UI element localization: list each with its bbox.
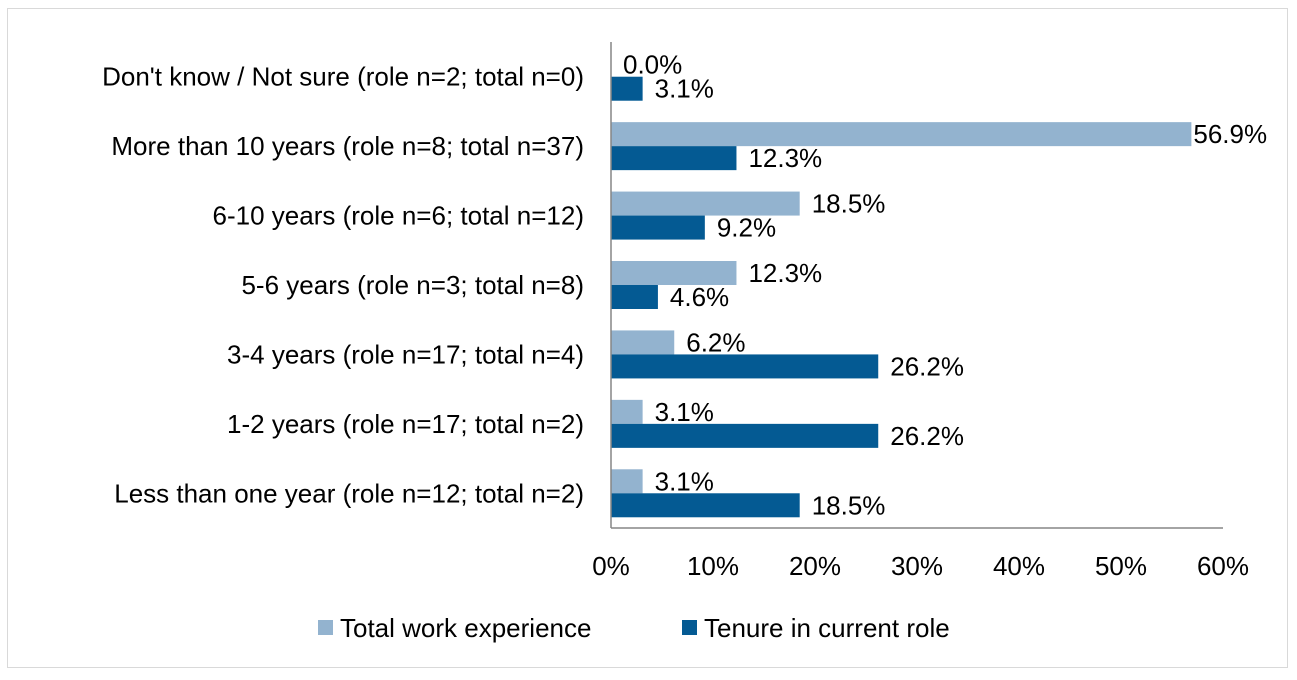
legend-swatch bbox=[682, 620, 697, 635]
bar-total-work-experience bbox=[611, 469, 643, 494]
bar-tenure-in-current-role bbox=[611, 146, 737, 171]
data-label: 9.2% bbox=[717, 213, 776, 243]
legend-label: Tenure in current role bbox=[704, 613, 950, 643]
data-label: 18.5% bbox=[812, 490, 886, 520]
category-label: 3-4 years (role n=17; total n=4) bbox=[227, 339, 584, 369]
legend-swatch bbox=[318, 620, 333, 635]
axis-layer: Don't know / Not sure (role n=2; total n… bbox=[102, 42, 1249, 581]
data-label: 12.3% bbox=[748, 143, 822, 173]
bar-total-work-experience bbox=[611, 330, 675, 355]
bar-total-work-experience bbox=[611, 122, 1192, 147]
bar-total-work-experience bbox=[611, 261, 737, 285]
category-label: Don't know / Not sure (role n=2; total n… bbox=[102, 62, 584, 92]
bar-tenure-in-current-role bbox=[611, 215, 705, 240]
x-tick-label: 60% bbox=[1197, 551, 1249, 581]
x-tick-label: 10% bbox=[687, 551, 739, 581]
x-tick-label: 0% bbox=[592, 551, 630, 581]
bar-tenure-in-current-role bbox=[611, 285, 658, 309]
bar-tenure-in-current-role bbox=[611, 76, 643, 101]
data-label: 3.1% bbox=[655, 466, 714, 496]
bars-layer: 0.0%3.1%56.9%12.3%18.5%9.2%12.3%4.6%6.2%… bbox=[611, 50, 1267, 520]
bar-total-work-experience bbox=[611, 399, 643, 424]
legend: Total work experience Tenure in current r… bbox=[318, 613, 950, 643]
bar-tenure-in-current-role bbox=[611, 423, 879, 448]
data-label: 3.1% bbox=[655, 397, 714, 427]
data-label: 0.0% bbox=[623, 50, 682, 80]
category-label: 1-2 years (role n=17; total n=2) bbox=[227, 409, 584, 439]
bar-tenure-in-current-role bbox=[611, 493, 800, 518]
data-label: 12.3% bbox=[748, 258, 822, 288]
x-tick-label: 50% bbox=[1095, 551, 1147, 581]
data-label: 56.9% bbox=[1193, 119, 1267, 149]
category-label: 6-10 years (role n=6; total n=12) bbox=[213, 201, 584, 231]
bar-tenure-in-current-role bbox=[611, 354, 879, 379]
legend-label: Total work experience bbox=[340, 613, 591, 643]
data-label: 18.5% bbox=[812, 189, 886, 219]
category-label: 5-6 years (role n=3; total n=8) bbox=[241, 270, 584, 300]
data-label: 6.2% bbox=[686, 327, 745, 357]
bar-total-work-experience bbox=[611, 191, 800, 216]
category-label: More than 10 years (role n=8; total n=37… bbox=[111, 131, 584, 161]
x-tick-label: 40% bbox=[993, 551, 1045, 581]
data-label: 26.2% bbox=[890, 351, 964, 381]
x-tick-label: 20% bbox=[789, 551, 841, 581]
x-tick-label: 30% bbox=[891, 551, 943, 581]
data-label: 3.1% bbox=[655, 74, 714, 104]
data-label: 4.6% bbox=[670, 282, 729, 312]
category-label: Less than one year (role n=12; total n=2… bbox=[114, 478, 584, 508]
data-label: 26.2% bbox=[890, 421, 964, 451]
